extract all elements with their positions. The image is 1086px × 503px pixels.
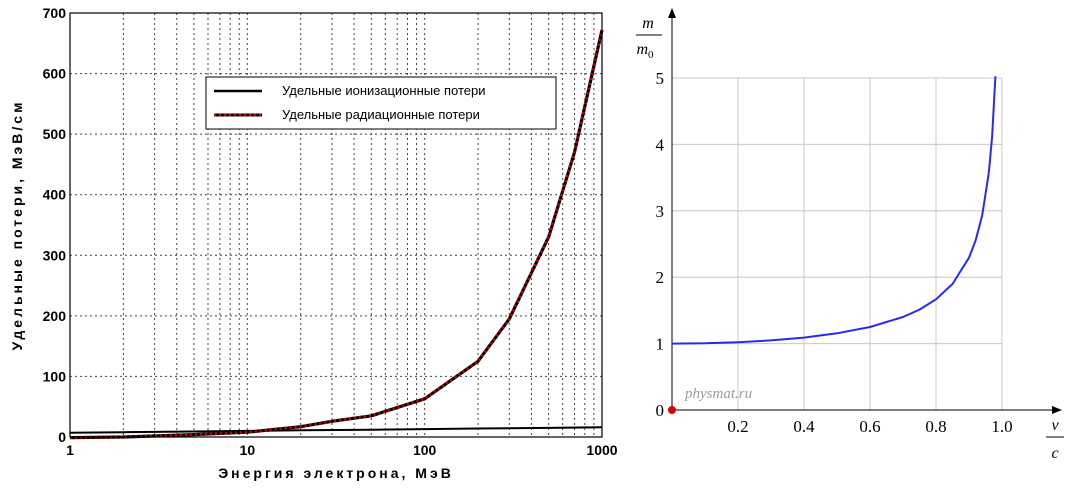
right-x-axis-arrow: [1052, 406, 1062, 414]
left-y-tick-label: 600: [43, 66, 67, 82]
ylabel-numerator: m: [642, 15, 654, 32]
right-x-tick-labels: 0.2 0.4 0.6 0.8 1.0: [727, 417, 1012, 436]
left-x-tick-label: 100: [413, 442, 437, 458]
right-y-axis-arrow: [668, 8, 676, 18]
left-series-lines: [69, 29, 604, 440]
relativistic-mass-chart: 0 1 2 3 4 5 0.2 0.4 0.6 0.8 1.0 physmat.ru m m0 v…: [636, 8, 1064, 462]
ylabel-denominator: m0: [636, 41, 654, 61]
right-x-tick-label: 0.6: [859, 417, 880, 436]
right-y-tick-label: 2: [656, 268, 665, 287]
right-y-tick-label: 1: [656, 335, 665, 354]
origin-marker: [668, 406, 676, 414]
legend-label-radiation: Удельные радиационные потери: [282, 107, 480, 122]
right-x-tick-label: 0.2: [727, 417, 748, 436]
right-x-axis-label: v c: [1046, 417, 1064, 462]
left-x-tick-label: 1000: [586, 442, 617, 458]
right-y-tick-label: 3: [656, 202, 665, 221]
radiation-loss-line-base: [69, 29, 604, 440]
left-y-tick-label: 200: [43, 308, 67, 324]
legend-label-ionization: Удельные ионизационные потери: [282, 83, 485, 98]
right-x-tick-label: 0.4: [793, 417, 815, 436]
left-x-tick-label: 1: [66, 442, 74, 458]
left-y-tick-label: 700: [43, 5, 67, 21]
right-series-lines: [671, 76, 997, 345]
right-x-tick-label: 0.8: [925, 417, 946, 436]
left-y-tick-label: 400: [43, 187, 67, 203]
left-legend: Удельные ионизационные потери Удельные р…: [205, 76, 557, 130]
left-y-tick-label: 500: [43, 126, 67, 142]
right-grid: [672, 77, 1003, 410]
ionization-loss-line: [69, 426, 603, 434]
right-y-tick-label: 0: [656, 401, 665, 420]
energy-loss-chart: 0 100 200 300 400 500 600 700 1 10 100 1000 Удельн…: [9, 5, 618, 481]
right-x-tick-label: 1.0: [991, 417, 1012, 436]
left-x-axis-label: Энергия электрона, МэВ: [218, 465, 454, 481]
legend-box: [205, 76, 557, 130]
xlabel-denominator: c: [1051, 445, 1058, 462]
left-y-tick-label: 100: [43, 368, 67, 384]
mass-ratio-curve: [671, 76, 997, 345]
watermark-text: physmat.ru: [684, 386, 752, 402]
left-y-tick-label: 0: [58, 429, 66, 445]
left-x-tick-label: 10: [240, 442, 256, 458]
left-y-tick-label: 300: [43, 247, 67, 263]
left-plot-border: [69, 12, 603, 438]
left-y-tick-labels: 0 100 200 300 400 500 600 700: [43, 5, 67, 445]
right-y-tick-labels: 0 1 2 3 4 5: [656, 69, 665, 420]
xlabel-numerator: v: [1051, 417, 1059, 434]
right-y-tick-label: 5: [656, 69, 665, 88]
right-y-tick-label: 4: [656, 135, 665, 154]
left-x-tick-labels: 1 10 100 1000: [66, 442, 618, 458]
right-y-axis-label: m m0: [636, 15, 662, 61]
left-y-axis-label: Удельные потери, МэВ/см: [9, 100, 25, 351]
